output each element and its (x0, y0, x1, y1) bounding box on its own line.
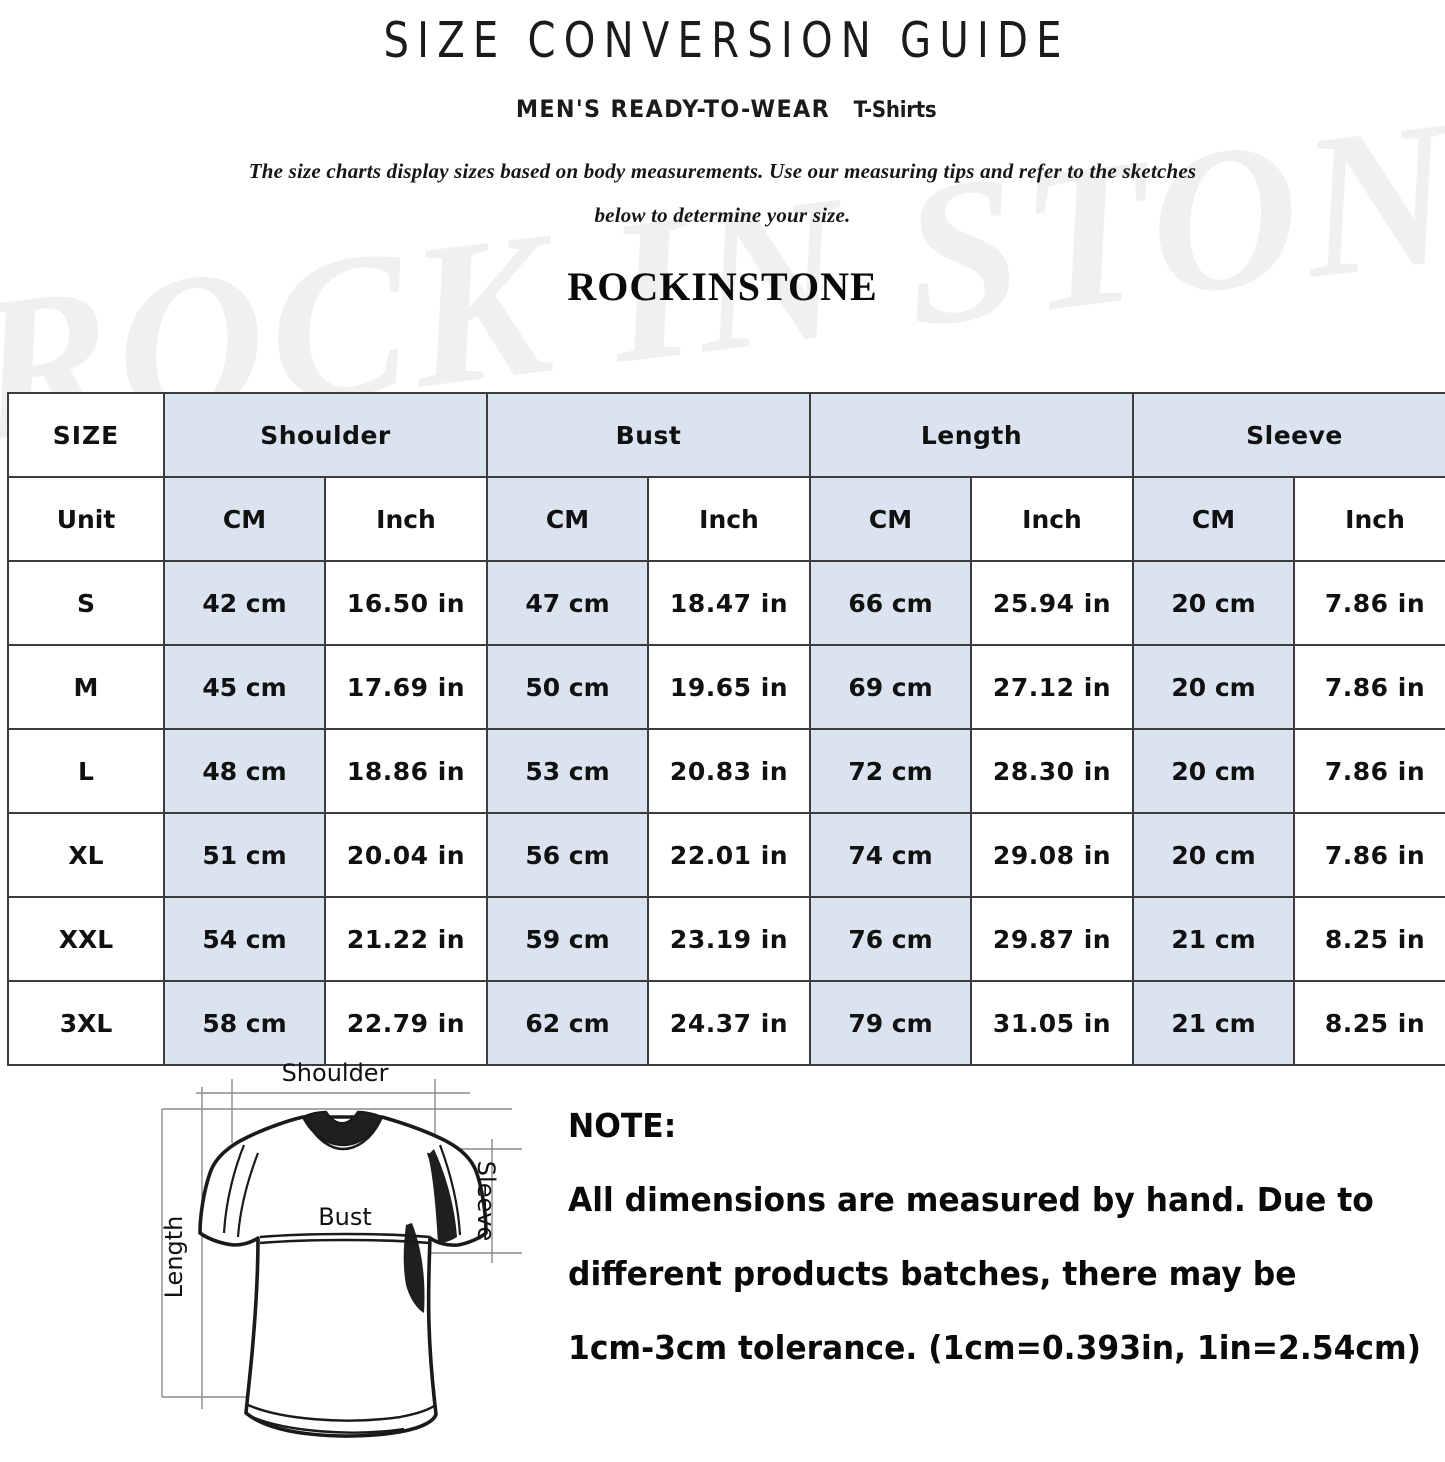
description-line-1: The size charts display sizes based on b… (248, 159, 1197, 183)
cell-length-inch: 31.05 in (969, 980, 1135, 1066)
cell-sleeve-cm: 21 cm (1132, 980, 1296, 1066)
cell-size: M (7, 644, 165, 730)
note-line-2: different products batches, there may be (568, 1254, 1297, 1293)
description: The size charts display sizes based on b… (0, 149, 1445, 237)
header-sleeve-inch: Inch (1293, 476, 1445, 562)
table-header-groups: SIZE Shoulder Bust Length Sleeve (7, 392, 1445, 478)
cell-bust-inch: 22.01 in (647, 812, 811, 898)
cell-shoulder-inch: 22.79 in (324, 980, 488, 1066)
header-unit: Unit (7, 476, 165, 562)
cell-shoulder-cm: 51 cm (163, 812, 326, 898)
table-header-units: Unit CM Inch CM Inch CM Inch CM Inch (7, 476, 1445, 562)
subtitle-category: MEN'S READY-TO-WEAR (515, 95, 831, 123)
cell-size: S (7, 560, 165, 646)
cell-shoulder-inch: 18.86 in (324, 728, 488, 814)
brand-name: ROCKINSTONE (567, 264, 878, 309)
cell-shoulder-cm: 58 cm (163, 980, 326, 1066)
cell-bust-cm: 56 cm (486, 812, 649, 898)
header-length-inch: Inch (969, 476, 1135, 562)
cell-sleeve-inch: 8.25 in (1293, 896, 1445, 982)
header-length-cm: CM (809, 476, 972, 562)
cell-size: 3XL (7, 980, 165, 1066)
cell-sleeve-cm: 20 cm (1132, 560, 1296, 646)
cell-sleeve-inch: 7.86 in (1293, 644, 1445, 730)
cell-length-cm: 76 cm (809, 896, 972, 982)
header-group-length: Length (808, 392, 1135, 478)
cell-bust-inch: 19.65 in (647, 644, 811, 730)
note-block: NOTE: All dimensions are measured by han… (568, 1089, 1421, 1385)
header-group-sleeve: Sleeve (1132, 392, 1445, 478)
cell-length-cm: 69 cm (809, 644, 972, 730)
description-line-2: below to determine your size. (594, 203, 851, 227)
cell-size: XXL (7, 896, 165, 982)
table-row: XXL 54 cm 21.22 in 59 cm 23.19 in 76 cm … (7, 896, 1445, 982)
header-size: SIZE (7, 392, 165, 478)
cell-shoulder-inch: 17.69 in (324, 644, 488, 730)
cell-length-inch: 29.87 in (969, 896, 1135, 982)
table-row: L 48 cm 18.86 in 53 cm 20.83 in 72 cm 28… (7, 728, 1445, 814)
cell-bust-inch: 24.37 in (647, 980, 811, 1066)
cell-size: L (7, 728, 165, 814)
cell-length-cm: 66 cm (809, 560, 972, 646)
cell-sleeve-inch: 8.25 in (1293, 980, 1445, 1066)
cell-bust-inch: 18.47 in (647, 560, 811, 646)
table-row: M 45 cm 17.69 in 50 cm 19.65 in 69 cm 27… (7, 644, 1445, 730)
cell-length-cm: 79 cm (809, 980, 972, 1066)
diagram-label-shoulder: Shoulder (282, 1059, 389, 1087)
cell-shoulder-inch: 21.22 in (324, 896, 488, 982)
page-title: SIZE CONVERSION GUIDE (383, 12, 1070, 69)
header-bust-cm: CM (486, 476, 649, 562)
header-group-bust: Bust (486, 392, 811, 478)
cell-sleeve-cm: 20 cm (1132, 644, 1296, 730)
table-row: S 42 cm 16.50 in 47 cm 18.47 in 66 cm 25… (7, 560, 1445, 646)
cell-shoulder-cm: 48 cm (163, 728, 326, 814)
tshirt-measurement-diagram: Shoulder Bust Length Sleeve (140, 1057, 540, 1457)
header-shoulder-inch: Inch (324, 476, 488, 562)
cell-shoulder-cm: 42 cm (163, 560, 326, 646)
cell-shoulder-inch: 20.04 in (324, 812, 488, 898)
cell-sleeve-inch: 7.86 in (1293, 560, 1445, 646)
table-row: 3XL 58 cm 22.79 in 62 cm 24.37 in 79 cm … (7, 980, 1445, 1066)
tshirt-diagram-svg: Shoulder Bust Length Sleeve (160, 1059, 522, 1438)
subtitle-product: T-Shirts (853, 98, 937, 123)
cell-bust-inch: 20.83 in (647, 728, 811, 814)
cell-sleeve-inch: 7.86 in (1293, 728, 1445, 814)
cell-bust-cm: 62 cm (486, 980, 649, 1066)
note-title: NOTE: (568, 1106, 677, 1145)
diagram-label-bust: Bust (318, 1203, 372, 1231)
cell-shoulder-cm: 45 cm (163, 644, 326, 730)
cell-length-inch: 28.30 in (969, 728, 1135, 814)
table-row: XL 51 cm 20.04 in 56 cm 22.01 in 74 cm 2… (7, 812, 1445, 898)
diagram-label-length: Length (160, 1216, 188, 1299)
page-subtitle: MEN'S READY-TO-WEAR T-Shirts (0, 95, 1445, 123)
cell-bust-cm: 47 cm (486, 560, 649, 646)
diagram-label-sleeve: Sleeve (472, 1161, 500, 1241)
bottom-section: Shoulder Bust Length Sleeve NOTE: All di… (0, 1057, 1445, 1457)
note-line-3: 1cm-3cm tolerance. (1cm=0.393in, 1in=2.5… (568, 1328, 1421, 1367)
size-table-container: SIZE Shoulder Bust Length Sleeve Unit CM… (7, 392, 1445, 1066)
cell-bust-inch: 23.19 in (647, 896, 811, 982)
cell-length-cm: 74 cm (809, 812, 972, 898)
header-bust-inch: Inch (647, 476, 811, 562)
header-shoulder-cm: CM (163, 476, 326, 562)
cell-size: XL (7, 812, 165, 898)
cell-sleeve-cm: 20 cm (1132, 812, 1296, 898)
cell-sleeve-inch: 7.86 in (1293, 812, 1445, 898)
cell-bust-cm: 53 cm (486, 728, 649, 814)
cell-bust-cm: 59 cm (486, 896, 649, 982)
cell-length-cm: 72 cm (809, 728, 972, 814)
header-sleeve-cm: CM (1132, 476, 1296, 562)
cell-length-inch: 29.08 in (969, 812, 1135, 898)
size-conversion-table: SIZE Shoulder Bust Length Sleeve Unit CM… (7, 392, 1445, 1066)
cell-length-inch: 27.12 in (969, 644, 1135, 730)
header-group-shoulder: Shoulder (163, 392, 488, 478)
cell-bust-cm: 50 cm (486, 644, 649, 730)
cell-sleeve-cm: 20 cm (1132, 728, 1296, 814)
cell-shoulder-inch: 16.50 in (324, 560, 488, 646)
note-line-1: All dimensions are measured by hand. Due… (568, 1180, 1374, 1219)
cell-sleeve-cm: 21 cm (1132, 896, 1296, 982)
cell-length-inch: 25.94 in (969, 560, 1135, 646)
cell-shoulder-cm: 54 cm (163, 896, 326, 982)
page-root: SIZE CONVERSION GUIDE MEN'S READY-TO-WEA… (0, 12, 1445, 310)
